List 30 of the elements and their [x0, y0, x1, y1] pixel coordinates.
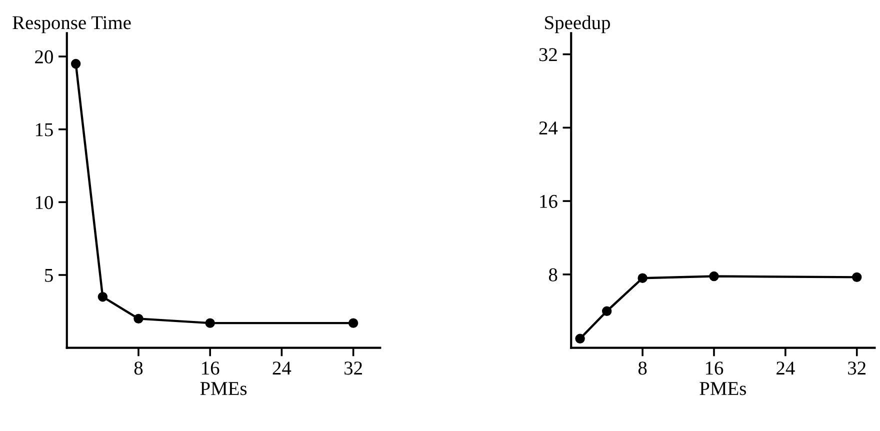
x-axis-title: PMEs [200, 382, 247, 396]
y-tick-label: 5 [45, 269, 53, 282]
point [134, 314, 144, 324]
y-tick-label: 24 [539, 122, 558, 134]
y-tick-label: 10 [36, 196, 53, 210]
point [602, 306, 612, 316]
x-tick-label: 8 [134, 362, 143, 375]
point [205, 318, 215, 328]
point [852, 272, 862, 282]
x-tick-label: 16 [706, 362, 724, 375]
y-tick-label: 16 [540, 194, 558, 208]
x-tick-label: 8 [638, 362, 647, 375]
y-tick-label: 32 [539, 48, 557, 62]
point [575, 334, 585, 344]
y-tick-label: 15 [36, 123, 53, 136]
y-tick-label: 8 [548, 268, 558, 282]
point [348, 318, 358, 328]
point [98, 292, 108, 302]
point [709, 271, 719, 282]
x-tick-label: 32 [344, 362, 362, 375]
y-axis-title: Speedup [545, 16, 610, 34]
x-tick-label: 32 [848, 362, 866, 375]
point [70, 58, 81, 69]
point [638, 273, 648, 283]
x-tick-label: 16 [202, 362, 220, 375]
x-tick-label: 24 [776, 362, 795, 375]
y-tick-label: 20 [35, 50, 53, 64]
y-axis-title: Response Time [12, 16, 131, 34]
x-axis-title: PMEs [700, 382, 746, 396]
x-tick-label: 24 [272, 362, 292, 375]
